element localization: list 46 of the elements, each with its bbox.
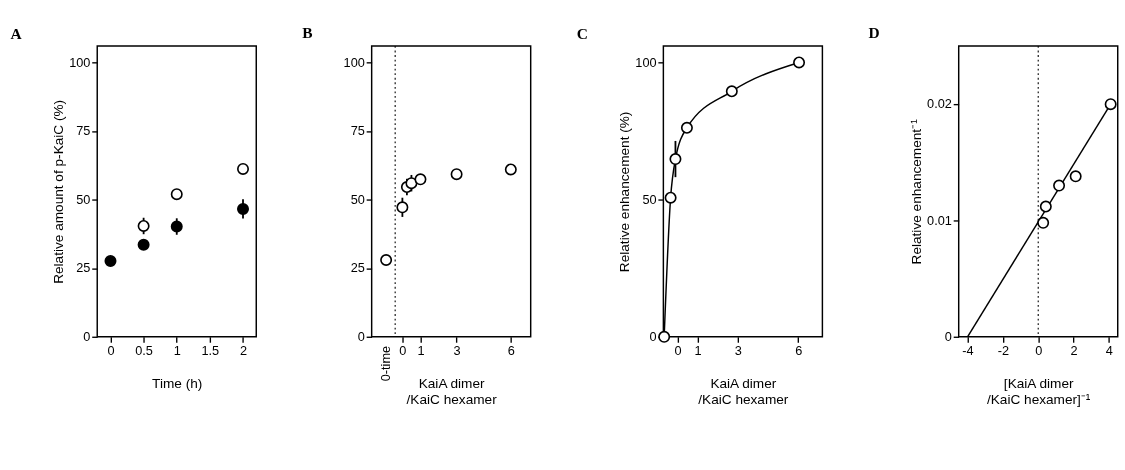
y-tick-label: 0: [649, 328, 657, 344]
x-axis-title: [KaiA dimer /KaiC hexamer]⁻¹: [986, 376, 1091, 407]
x-axis-title: KaiA dimer /KaiC hexamer: [698, 376, 789, 407]
y-tick-label: 50: [350, 191, 365, 207]
y-tick-label: 100: [343, 54, 365, 70]
y-tick-label: 25: [76, 260, 91, 276]
text: 0-time: [377, 345, 393, 382]
x-tick-label: 6: [795, 342, 803, 358]
x-tick-label: 0: [399, 342, 407, 358]
y-tick-label: 75: [350, 123, 365, 139]
x-axis-title: KaiA dimer /KaiC hexamer: [406, 376, 498, 407]
x-tick-label: 4: [1105, 342, 1113, 358]
chart-title: A: [10, 24, 23, 42]
x-tick-label: 3: [453, 342, 461, 358]
y-axis-title: Relative amount of p-KaiC (%): [50, 99, 66, 284]
y-tick-label: 0.01: [927, 212, 952, 228]
y-tick-label: 50: [76, 191, 91, 207]
x-tick-label: 3: [734, 342, 742, 358]
y-tick-label: 25: [350, 260, 365, 276]
y-axis-title: Relative enhancement⁻¹: [908, 118, 924, 265]
x-tick-label: 2: [1070, 342, 1078, 358]
x-tick-label: 0: [674, 342, 682, 358]
x-tick-label: 1: [173, 342, 181, 358]
x-tick-label: 0: [1035, 342, 1043, 358]
y-tick-label: 0: [944, 328, 952, 344]
x-tick-label: -2: [997, 342, 1009, 358]
chart-title: B: [302, 24, 313, 42]
x-tick-label: 6: [507, 342, 515, 358]
y-tick-label: 0: [357, 328, 365, 344]
x-tick-label: 1: [694, 342, 702, 358]
y-tick-label: 0.02: [927, 96, 952, 112]
chart-title: D: [868, 24, 880, 42]
chart-title: C: [576, 24, 588, 42]
x-axis-title: Time (h): [152, 376, 203, 392]
y-tick-label: 75: [76, 123, 91, 139]
y-tick-label: 0: [83, 328, 91, 344]
y-axis-title: Relative enhancement (%): [616, 111, 632, 273]
x-tick-label: 1.5: [201, 342, 220, 358]
y-tick-label: 50: [642, 191, 657, 207]
x-tick-label: -4: [962, 342, 974, 358]
x-tick-label: 1: [417, 342, 425, 358]
y-tick-label: 100: [69, 54, 91, 70]
x-tick-label: 0: [107, 342, 115, 358]
x-tick-label: 2: [239, 342, 247, 358]
x-tick-label: 0.5: [135, 342, 153, 358]
y-tick-label: 100: [635, 54, 657, 70]
